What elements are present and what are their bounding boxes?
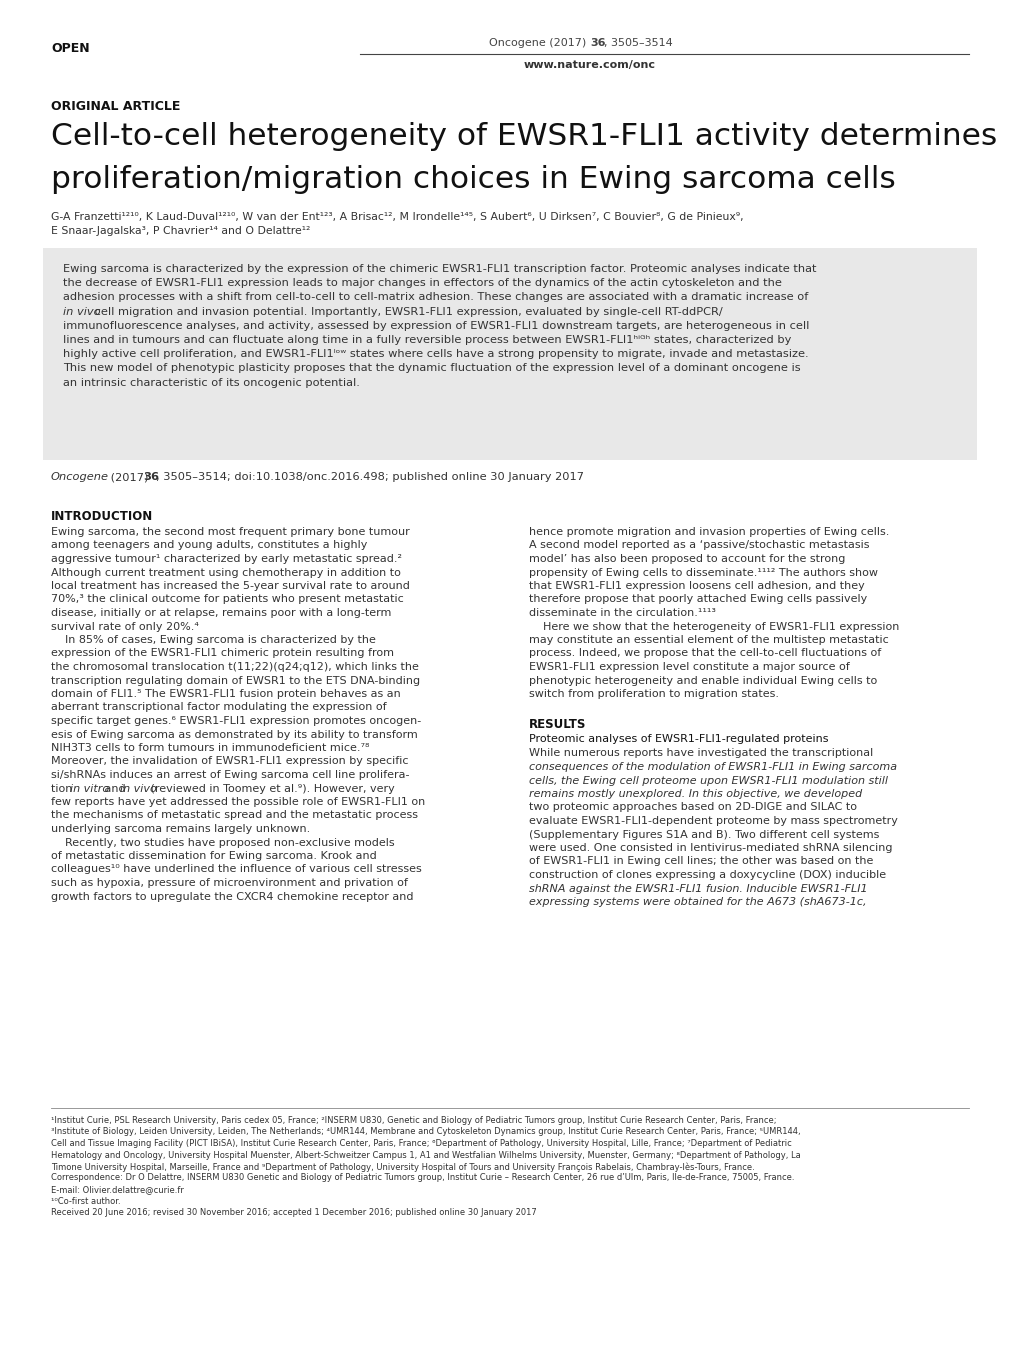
Text: cells, the Ewing cell proteome upon EWSR1-FLI1 modulation still: cells, the Ewing cell proteome upon EWSR… <box>529 775 888 786</box>
Text: ORIGINAL ARTICLE: ORIGINAL ARTICLE <box>51 100 180 112</box>
Text: si/shRNAs induces an arrest of Ewing sarcoma cell line prolifera-: si/shRNAs induces an arrest of Ewing sar… <box>51 770 409 780</box>
Text: Cell and Tissue Imaging Facility (PICT IBiSA), Institut Curie Research Center, P: Cell and Tissue Imaging Facility (PICT I… <box>51 1140 791 1148</box>
Text: the mechanisms of metastatic spread and the metastatic process: the mechanisms of metastatic spread and … <box>51 810 418 821</box>
Text: in vivo: in vivo <box>120 783 157 794</box>
Text: of metastatic dissemination for Ewing sarcoma. Krook and: of metastatic dissemination for Ewing sa… <box>51 851 376 860</box>
Text: therefore propose that poorly attached Ewing cells passively: therefore propose that poorly attached E… <box>529 595 866 604</box>
Text: evaluate EWSR1-FLI1-dependent proteome by mass spectrometry: evaluate EWSR1-FLI1-dependent proteome b… <box>529 816 897 827</box>
Text: transcription regulating domain of EWSR1 to the ETS DNA-binding: transcription regulating domain of EWSR1… <box>51 676 420 686</box>
Text: , 3505–3514; doi:10.1038/onc.2016.498; published online 30 January 2017: , 3505–3514; doi:10.1038/onc.2016.498; p… <box>156 472 584 482</box>
Text: 36: 36 <box>143 472 159 482</box>
Text: Hematology and Oncology, University Hospital Muenster, Albert-Schweitzer Campus : Hematology and Oncology, University Hosp… <box>51 1150 800 1160</box>
Text: specific target genes.⁶ EWSR1-FLI1 expression promotes oncogen-: specific target genes.⁶ EWSR1-FLI1 expre… <box>51 715 421 726</box>
Text: E Snaar-Jagalska³, P Chavrier¹⁴ and O Delattre¹²: E Snaar-Jagalska³, P Chavrier¹⁴ and O De… <box>51 226 310 236</box>
Text: Oncogene: Oncogene <box>51 472 109 482</box>
Text: propensity of Ewing cells to disseminate.¹¹¹² The authors show: propensity of Ewing cells to disseminate… <box>529 568 877 577</box>
Text: domain of FLI1.⁵ The EWSR1-FLI1 fusion protein behaves as an: domain of FLI1.⁵ The EWSR1-FLI1 fusion p… <box>51 688 400 699</box>
Text: adhesion processes with a shift from cell-to-cell to cell-matrix adhesion. These: adhesion processes with a shift from cel… <box>63 293 808 302</box>
Text: OPEN: OPEN <box>51 42 90 56</box>
Text: 36: 36 <box>589 38 605 47</box>
Text: (Supplementary Figures S1A and B). Two different cell systems: (Supplementary Figures S1A and B). Two d… <box>529 829 878 840</box>
Text: NIH3T3 cells to form tumours in immunodeficient mice.⁷⁸: NIH3T3 cells to form tumours in immunode… <box>51 743 369 753</box>
Text: phenotypic heterogeneity and enable individual Ewing cells to: phenotypic heterogeneity and enable indi… <box>529 676 876 686</box>
Text: In 85% of cases, Ewing sarcoma is characterized by the: In 85% of cases, Ewing sarcoma is charac… <box>51 635 376 645</box>
Text: model’ has also been proposed to account for the strong: model’ has also been proposed to account… <box>529 554 845 564</box>
Text: disseminate in the circulation.¹¹¹³: disseminate in the circulation.¹¹¹³ <box>529 608 715 618</box>
Text: expressing systems were obtained for the A673 (shA673-1c,: expressing systems were obtained for the… <box>529 897 866 906</box>
Text: hence promote migration and invasion properties of Ewing cells.: hence promote migration and invasion pro… <box>529 527 889 537</box>
Text: disease, initially or at relapse, remains poor with a long-term: disease, initially or at relapse, remain… <box>51 608 391 618</box>
Text: may constitute an essential element of the multistep metastatic: may constitute an essential element of t… <box>529 635 888 645</box>
Text: process. Indeed, we propose that the cell-to-cell fluctuations of: process. Indeed, we propose that the cel… <box>529 649 880 659</box>
Text: shRNA against the EWSR1-FLI1 fusion. Inducible EWSR1-FLI1: shRNA against the EWSR1-FLI1 fusion. Ind… <box>529 883 867 893</box>
Text: and: and <box>101 783 129 794</box>
Text: the decrease of EWSR1-FLI1 expression leads to major changes in effectors of the: the decrease of EWSR1-FLI1 expression le… <box>63 278 782 289</box>
Text: (2017): (2017) <box>107 472 152 482</box>
Text: Proteomic analyses of EWSR1-FLI1-regulated proteins: Proteomic analyses of EWSR1-FLI1-regulat… <box>529 734 827 744</box>
Text: that EWSR1-FLI1 expression loosens cell adhesion, and they: that EWSR1-FLI1 expression loosens cell … <box>529 581 864 591</box>
Text: remains mostly unexplored. In this objective, we developed: remains mostly unexplored. In this objec… <box>529 789 861 799</box>
Text: , 3505–3514: , 3505–3514 <box>603 38 673 47</box>
Text: two proteomic approaches based on 2D-DIGE and SILAC to: two proteomic approaches based on 2D-DIG… <box>529 802 856 813</box>
Text: esis of Ewing sarcoma as demonstrated by its ability to transform: esis of Ewing sarcoma as demonstrated by… <box>51 729 418 740</box>
Text: EWSR1-FLI1 expression level constitute a major source of: EWSR1-FLI1 expression level constitute a… <box>529 663 849 672</box>
Text: expression of the EWSR1-FLI1 chimeric protein resulting from: expression of the EWSR1-FLI1 chimeric pr… <box>51 649 393 659</box>
Text: underlying sarcoma remains largely unknown.: underlying sarcoma remains largely unkno… <box>51 824 310 833</box>
Text: (reviewed in Toomey et al.⁹). However, very: (reviewed in Toomey et al.⁹). However, v… <box>147 783 394 794</box>
Text: such as hypoxia, pressure of microenvironment and privation of: such as hypoxia, pressure of microenviro… <box>51 878 408 888</box>
Text: the chromosomal translocation t(11;22)(q24;q12), which links the: the chromosomal translocation t(11;22)(q… <box>51 663 419 672</box>
Text: immunofluorescence analyses, and activity, assessed by expression of EWSR1-FLI1 : immunofluorescence analyses, and activit… <box>63 321 809 331</box>
Text: Cell-to-cell heterogeneity of EWSR1-FLI1 activity determines: Cell-to-cell heterogeneity of EWSR1-FLI1… <box>51 122 997 150</box>
Text: Oncogene (2017): Oncogene (2017) <box>489 38 589 47</box>
Text: local treatment has increased the 5-year survival rate to around: local treatment has increased the 5-year… <box>51 581 410 591</box>
Text: E-mail: Olivier.delattre@curie.fr: E-mail: Olivier.delattre@curie.fr <box>51 1186 183 1194</box>
Text: Ewing sarcoma is characterized by the expression of the chimeric EWSR1-FLI1 tran: Ewing sarcoma is characterized by the ex… <box>63 264 815 274</box>
Text: were used. One consisted in lentivirus-mediated shRNA silencing: were used. One consisted in lentivirus-m… <box>529 843 892 854</box>
Text: Received 20 June 2016; revised 30 November 2016; accepted 1 December 2016; publi: Received 20 June 2016; revised 30 Novemb… <box>51 1209 536 1217</box>
Text: of EWSR1-FLI1 in Ewing cell lines; the other was based on the: of EWSR1-FLI1 in Ewing cell lines; the o… <box>529 856 872 866</box>
Text: proliferation/migration choices in Ewing sarcoma cells: proliferation/migration choices in Ewing… <box>51 165 895 194</box>
Text: few reports have yet addressed the possible role of EWSR1-FLI1 on: few reports have yet addressed the possi… <box>51 797 425 808</box>
Text: Ewing sarcoma, the second most frequent primary bone tumour: Ewing sarcoma, the second most frequent … <box>51 527 410 537</box>
Text: highly active cell proliferation, and EWSR1-FLI1ˡᵒʷ states where cells have a st: highly active cell proliferation, and EW… <box>63 350 808 359</box>
Text: an intrinsic characteristic of its oncogenic potential.: an intrinsic characteristic of its oncog… <box>63 378 360 388</box>
Text: lines and in tumours and can fluctuate along time in a fully reversible process : lines and in tumours and can fluctuate a… <box>63 335 791 346</box>
Text: INTRODUCTION: INTRODUCTION <box>51 509 153 523</box>
Text: in vitro: in vitro <box>70 783 109 794</box>
Text: aggressive tumour¹ characterized by early metastatic spread.²: aggressive tumour¹ characterized by earl… <box>51 554 401 564</box>
Text: Here we show that the heterogeneity of EWSR1-FLI1 expression: Here we show that the heterogeneity of E… <box>529 622 899 631</box>
Text: Although current treatment using chemotherapy in addition to: Although current treatment using chemoth… <box>51 568 400 577</box>
Text: growth factors to upregulate the CXCR4 chemokine receptor and: growth factors to upregulate the CXCR4 c… <box>51 892 413 901</box>
Text: switch from proliferation to migration states.: switch from proliferation to migration s… <box>529 688 779 699</box>
Text: Moreover, the invalidation of EWSR1-FLI1 expression by specific: Moreover, the invalidation of EWSR1-FLI1… <box>51 756 408 767</box>
Text: survival rate of only 20%.⁴: survival rate of only 20%.⁴ <box>51 622 199 631</box>
Text: This new model of phenotypic plasticity proposes that the dynamic fluctuation of: This new model of phenotypic plasticity … <box>63 363 800 374</box>
Text: 70%,³ the clinical outcome for patients who present metastatic: 70%,³ the clinical outcome for patients … <box>51 595 404 604</box>
Text: in vivo: in vivo <box>63 306 101 317</box>
Text: G-A Franzetti¹²¹⁰, K Laud-Duval¹²¹⁰, W van der Ent¹²³, A Brisac¹², M Irondelle¹⁴: G-A Franzetti¹²¹⁰, K Laud-Duval¹²¹⁰, W v… <box>51 211 743 222</box>
Text: ³Institute of Biology, Leiden University, Leiden, The Netherlands; ⁴UMR144, Memb: ³Institute of Biology, Leiden University… <box>51 1127 800 1137</box>
Text: colleagues¹⁰ have underlined the influence of various cell stresses: colleagues¹⁰ have underlined the influen… <box>51 864 421 874</box>
Text: Timone University Hospital, Marseille, France and ⁹Department of Pathology, Univ: Timone University Hospital, Marseille, F… <box>51 1163 754 1172</box>
Text: www.nature.com/onc: www.nature.com/onc <box>524 60 655 70</box>
Text: A second model reported as a ‘passive/stochastic metastasis: A second model reported as a ‘passive/st… <box>529 541 868 550</box>
Text: tion: tion <box>51 783 75 794</box>
Text: consequences of the modulation of EWSR1-FLI1 in Ewing sarcoma: consequences of the modulation of EWSR1-… <box>529 762 897 772</box>
Text: cell migration and invasion potential. Importantly, EWSR1-FLI1 expression, evalu: cell migration and invasion potential. I… <box>91 306 721 317</box>
Text: Correspondence: Dr O Delattre, INSERM U830 Genetic and Biology of Pediatric Tumo: Correspondence: Dr O Delattre, INSERM U8… <box>51 1173 794 1183</box>
Text: aberrant transcriptional factor modulating the expression of: aberrant transcriptional factor modulati… <box>51 702 386 713</box>
Text: ¹⁰Co-first author.: ¹⁰Co-first author. <box>51 1196 120 1206</box>
Text: RESULTS: RESULTS <box>529 718 586 732</box>
Text: construction of clones expressing a doxycycline (DOX) inducible: construction of clones expressing a doxy… <box>529 870 886 879</box>
Text: Recently, two studies have proposed non-exclusive models: Recently, two studies have proposed non-… <box>51 837 394 847</box>
Text: ¹Institut Curie, PSL Research University, Paris cedex 05, France; ²INSERM U830, : ¹Institut Curie, PSL Research University… <box>51 1117 775 1125</box>
Text: While numerous reports have investigated the transcriptional: While numerous reports have investigated… <box>529 748 872 759</box>
Bar <box>43 248 976 459</box>
Text: among teenagers and young adults, constitutes a highly: among teenagers and young adults, consti… <box>51 541 367 550</box>
